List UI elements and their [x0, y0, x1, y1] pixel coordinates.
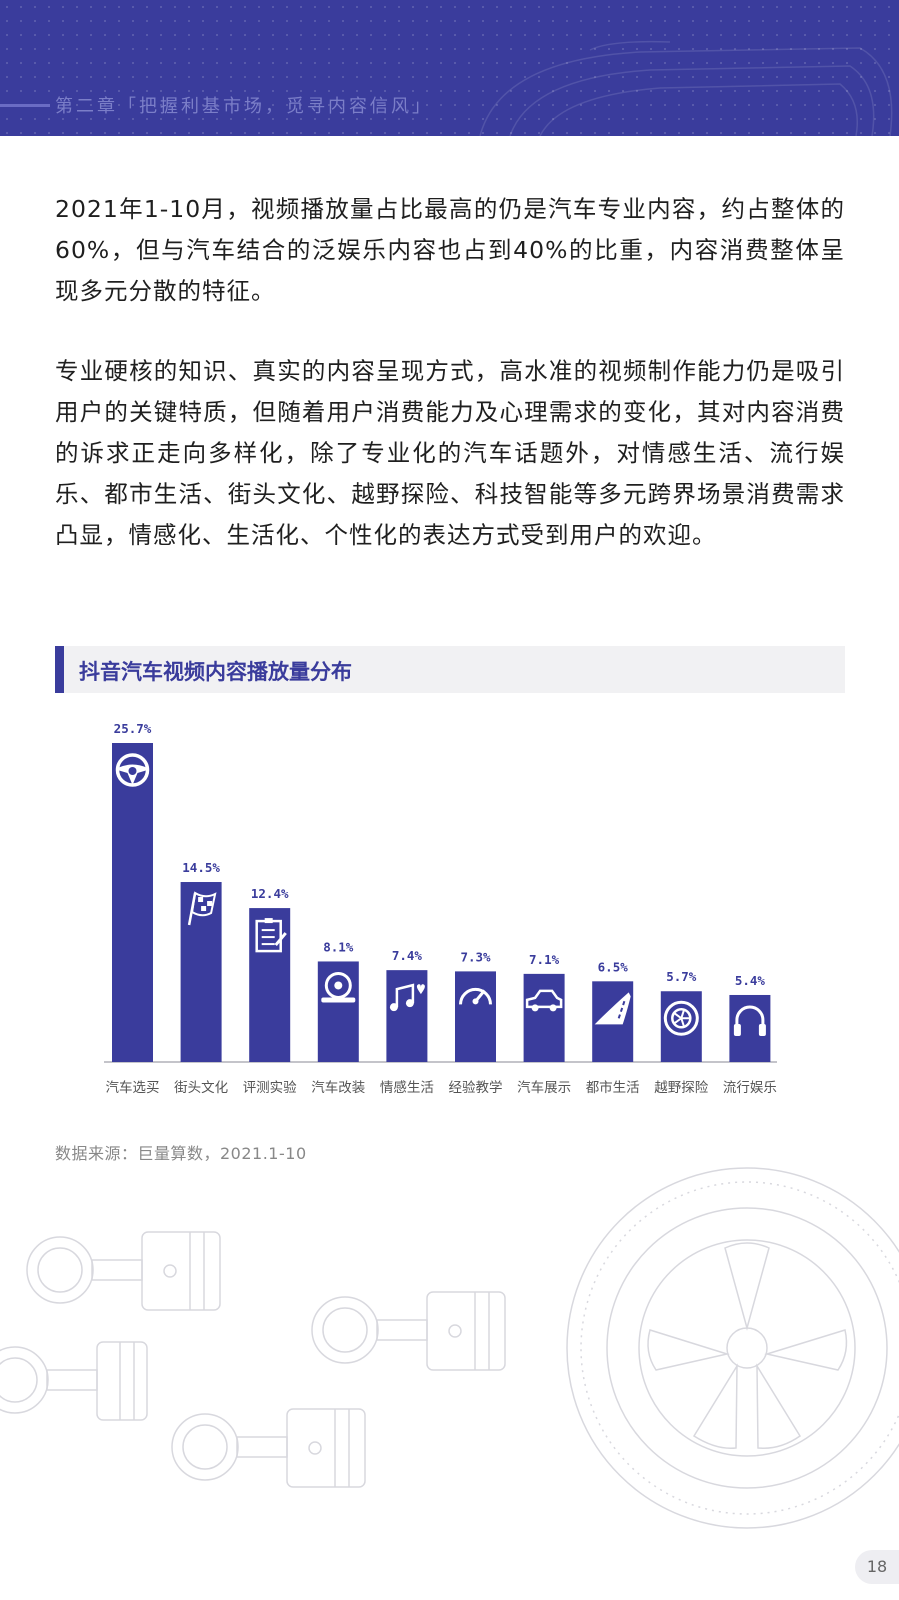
category-label: 情感生活	[380, 1079, 434, 1096]
bar-chart: 25.7% 汽车选买 14.5% 街头文化 12.4% 评测实验 8.1% 汽车改装 7.4% 情…	[104, 721, 777, 1096]
car-icon	[525, 989, 563, 1012]
category-label: 越野探险	[654, 1080, 708, 1096]
bar	[455, 971, 496, 1062]
bar-value-label: 5.4%	[735, 973, 766, 988]
header-accent-line	[0, 104, 50, 107]
headphones-icon	[733, 1005, 766, 1036]
bar-value-label: 8.1%	[323, 939, 354, 954]
music-heart-icon	[389, 983, 425, 1012]
bar	[180, 882, 222, 1062]
clipboard-icon	[255, 918, 287, 953]
chart-title-accent	[55, 646, 64, 693]
category-label: 街头文化	[174, 1080, 228, 1096]
data-source: 数据来源：巨量算数，2021.1-10	[55, 1144, 307, 1163]
category-label: 经验教学	[449, 1080, 503, 1096]
bar-value-label: 7.1%	[529, 952, 560, 967]
tire-silhouette-icon	[479, 40, 893, 136]
road-icon	[594, 992, 631, 1025]
bar	[112, 743, 153, 1062]
bar	[249, 908, 291, 1062]
chapter-title: 第二章「把握利基市场，觅寻内容信风」	[55, 96, 433, 117]
checkered-flag-icon	[187, 891, 217, 926]
speedometer-icon	[459, 987, 492, 1005]
bar-value-label: 6.5%	[598, 959, 629, 974]
wheel-wrench-icon	[321, 971, 356, 1003]
piston-decoration-icon	[311, 1291, 506, 1371]
wheel-decoration-icon	[566, 1167, 899, 1529]
page-header: 第二章「把握利基市场，觅寻内容信风」	[0, 0, 899, 136]
category-label: 汽车改装	[311, 1079, 365, 1096]
chart-title-bar: 抖音汽车视频内容播放量分布	[55, 646, 845, 693]
category-label: 汽车选买	[106, 1079, 160, 1096]
paragraph-2: 专业硬核的知识、真实的内容呈现方式，高水准的视频制作能力仍是吸引用户的关键特质，…	[55, 357, 845, 549]
tire-icon	[663, 1000, 699, 1036]
bar-value-label: 14.5%	[182, 860, 220, 875]
piston-decoration-icon	[0, 1341, 148, 1421]
bar-value-label: 7.3%	[460, 949, 491, 964]
category-label: 流行娱乐	[723, 1080, 777, 1096]
category-label: 汽车展示	[517, 1079, 571, 1096]
bar	[523, 973, 565, 1062]
page-number: 18	[855, 1550, 899, 1584]
bar-value-label: 7.4%	[392, 948, 423, 963]
category-label: 都市生活	[586, 1079, 640, 1096]
bar-value-label: 5.7%	[666, 969, 697, 984]
piston-decoration-icon	[171, 1408, 366, 1488]
bar-value-label: 25.7%	[114, 721, 152, 736]
paragraph-1: 2021年1-10月，视频播放量占比最高的仍是汽车专业内容，约占整体的60%，但…	[55, 195, 845, 305]
header-dot-pattern	[0, 0, 899, 136]
steering-wheel-icon	[115, 753, 150, 787]
piston-decoration-icon	[26, 1231, 221, 1311]
bar-value-label: 12.4%	[251, 886, 289, 901]
bar	[317, 961, 359, 1062]
chart-title: 抖音汽车视频内容播放量分布	[79, 660, 352, 684]
category-label: 评测实验	[243, 1080, 297, 1096]
bar	[386, 970, 428, 1062]
background-decoration	[0, 1167, 899, 1529]
